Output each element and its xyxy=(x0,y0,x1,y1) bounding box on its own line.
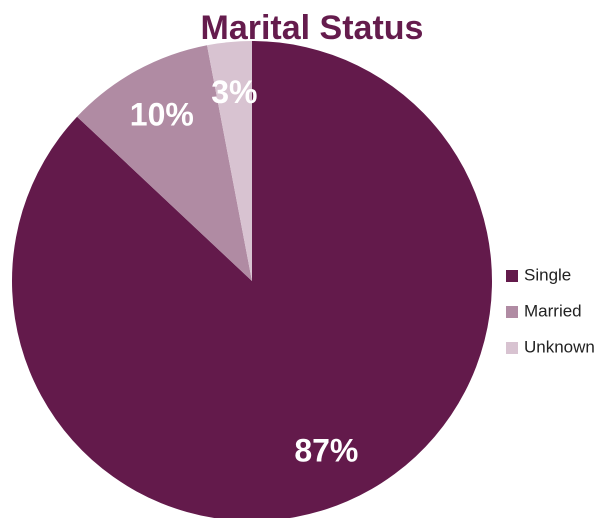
legend-label: Unknown xyxy=(524,337,595,356)
slice-label: 10% xyxy=(130,96,194,132)
pie-slice xyxy=(12,41,492,518)
legend-label: Married xyxy=(524,301,582,320)
legend-swatch xyxy=(506,270,518,282)
legend-swatch xyxy=(506,342,518,354)
pie: 87% 10% 3% xyxy=(12,41,492,518)
slice-label: 87% xyxy=(294,432,358,468)
legend-swatch xyxy=(506,306,518,318)
pie-slice xyxy=(207,41,252,281)
legend: Single Married Unknown xyxy=(506,265,595,356)
chart-title: Marital Status xyxy=(201,9,424,47)
slice-label: 3% xyxy=(211,74,257,110)
pie-slice xyxy=(77,45,252,281)
legend-label: Single xyxy=(524,265,571,284)
